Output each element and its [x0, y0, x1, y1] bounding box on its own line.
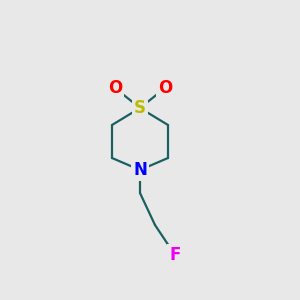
Text: N: N [133, 161, 147, 179]
Text: O: O [158, 79, 172, 97]
Text: O: O [108, 79, 122, 97]
Text: S: S [134, 99, 146, 117]
Text: F: F [169, 246, 181, 264]
